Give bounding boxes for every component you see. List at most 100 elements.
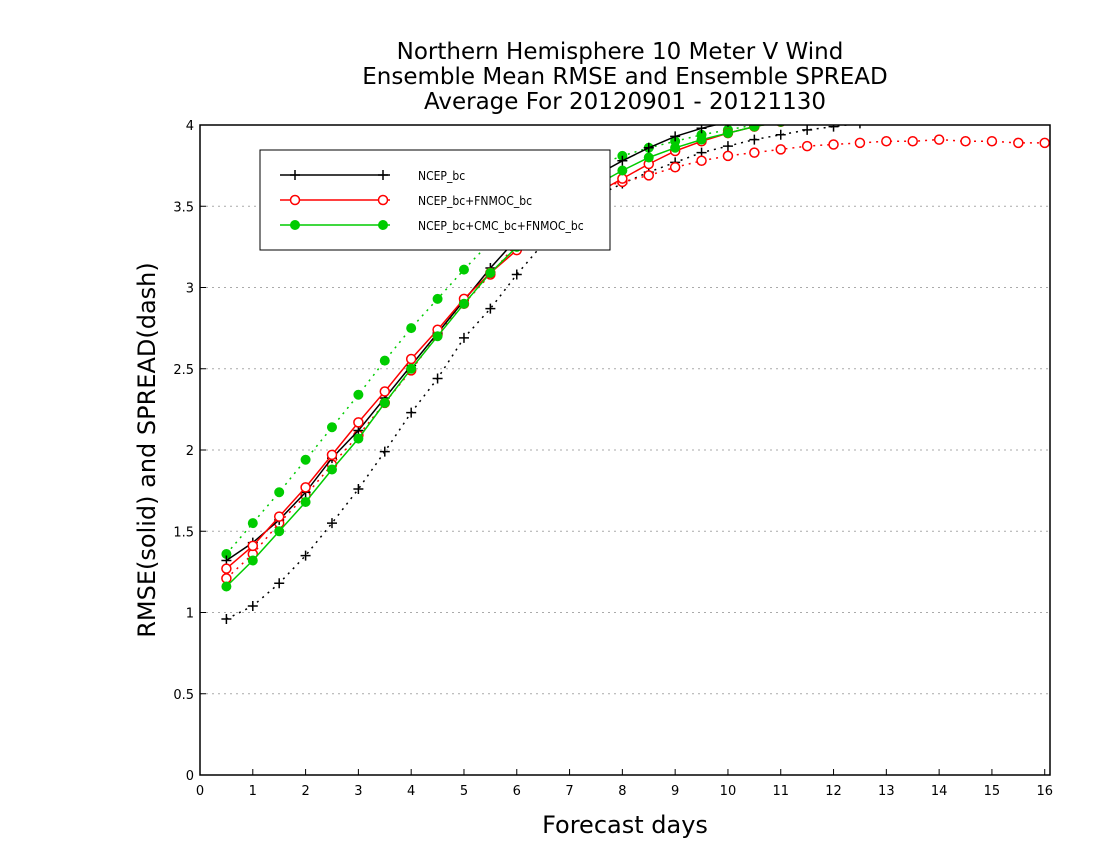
data-point xyxy=(458,264,469,275)
data-point xyxy=(885,125,888,126)
x-tick-label: 3 xyxy=(354,784,362,799)
x-tick-label: 4 xyxy=(407,784,415,799)
data-point xyxy=(274,487,285,498)
data-point xyxy=(722,128,733,139)
data-point xyxy=(379,446,390,457)
data-point xyxy=(1040,96,1049,105)
data-point xyxy=(986,136,998,147)
data-point xyxy=(1014,101,1023,110)
data-point xyxy=(485,303,496,314)
data-point xyxy=(221,563,232,574)
data-point xyxy=(987,109,997,119)
data-point xyxy=(749,134,760,145)
data-point xyxy=(935,104,944,113)
data-point xyxy=(696,125,707,134)
series-1-spread-line xyxy=(225,138,1045,579)
x-tick-label: 7 xyxy=(565,784,573,799)
data-point xyxy=(485,267,496,278)
data-point xyxy=(353,484,364,494)
y-axis-label: RMSE(solid) and SPREAD(dash) xyxy=(133,262,161,638)
data-point xyxy=(617,155,628,166)
y-tick-label: 4 xyxy=(186,119,194,134)
data-point xyxy=(775,129,786,140)
data-point xyxy=(828,139,839,150)
data-point xyxy=(432,293,443,304)
series-0-spread-line xyxy=(226,125,853,620)
data-point xyxy=(961,99,970,108)
data-point xyxy=(432,373,443,384)
x-tick-label: 8 xyxy=(618,784,626,799)
legend-marker xyxy=(378,170,388,180)
y-tick-label: 0.5 xyxy=(173,688,194,703)
data-point xyxy=(987,101,996,110)
data-point xyxy=(643,152,654,163)
data-point xyxy=(432,331,443,342)
data-point xyxy=(854,137,866,149)
x-tick-label: 15 xyxy=(984,784,1001,799)
axis-ticks: 00.511.522.533.540 1 2 3 4 5 6 7 8 9 10 11 12 13 14 15 1… xyxy=(173,119,1053,799)
data-point xyxy=(855,99,865,109)
data-point xyxy=(961,91,971,101)
legend-entry-1: NCEP_bc+FNMOC_bc xyxy=(280,194,532,208)
data-point xyxy=(617,165,628,176)
data-point xyxy=(803,114,812,123)
series-1-rmse-line xyxy=(225,125,768,570)
y-tick-label: 1 xyxy=(186,607,194,622)
y-tick-label: 1.5 xyxy=(173,525,194,540)
data-point xyxy=(933,134,945,145)
data-point xyxy=(247,518,258,529)
data-point xyxy=(828,125,839,132)
data-point xyxy=(326,518,337,529)
data-point xyxy=(406,363,417,374)
data-point xyxy=(801,140,813,152)
data-point xyxy=(908,114,918,124)
legend-marker xyxy=(289,194,301,206)
x-tick-label: 12 xyxy=(825,784,842,799)
x-tick-label: 14 xyxy=(931,784,948,799)
data-point xyxy=(511,269,522,280)
data-point xyxy=(221,581,232,592)
x-tick-label: 11 xyxy=(772,784,789,799)
data-point xyxy=(353,389,364,400)
legend-marker xyxy=(378,220,388,230)
data-point xyxy=(669,162,681,173)
data-point xyxy=(247,601,258,611)
data-point xyxy=(326,464,337,475)
data-point xyxy=(1039,137,1050,149)
data-point xyxy=(935,101,944,110)
data-point xyxy=(907,136,918,147)
data-point xyxy=(221,614,232,624)
x-tick-label: 13 xyxy=(878,784,895,799)
series-2-rmse-line xyxy=(225,125,768,588)
data-point xyxy=(1013,137,1024,149)
legend-label: NCEP_bc+CMC_bc+FNMOC_bc xyxy=(418,219,584,233)
data-point xyxy=(353,433,364,444)
data-point xyxy=(934,112,944,122)
chart-title-line-2: Ensemble Mean RMSE and Ensemble SPREAD xyxy=(362,64,887,90)
data-point xyxy=(829,111,838,120)
data-point xyxy=(300,550,311,561)
data-point xyxy=(300,497,311,507)
data-point xyxy=(749,125,760,132)
data-point xyxy=(882,104,891,113)
legend-marker xyxy=(290,220,300,230)
chart-title-line-3: Average For 20120901 - 20121130 xyxy=(424,89,826,115)
data-point xyxy=(855,106,864,115)
data-point xyxy=(881,136,892,147)
data-point xyxy=(829,109,838,118)
data-point xyxy=(670,142,681,153)
data-point xyxy=(908,103,917,112)
series-0-spread-points xyxy=(221,107,1023,624)
data-point xyxy=(855,109,864,118)
x-tick-label: 1 xyxy=(249,784,257,799)
data-point xyxy=(643,170,655,181)
data-point xyxy=(859,125,861,129)
data-point xyxy=(1040,96,1049,105)
data-point xyxy=(273,511,285,522)
data-point xyxy=(1013,107,1023,117)
data-point xyxy=(406,323,417,334)
data-point xyxy=(987,89,997,99)
legend-label: NCEP_bc xyxy=(418,169,465,183)
